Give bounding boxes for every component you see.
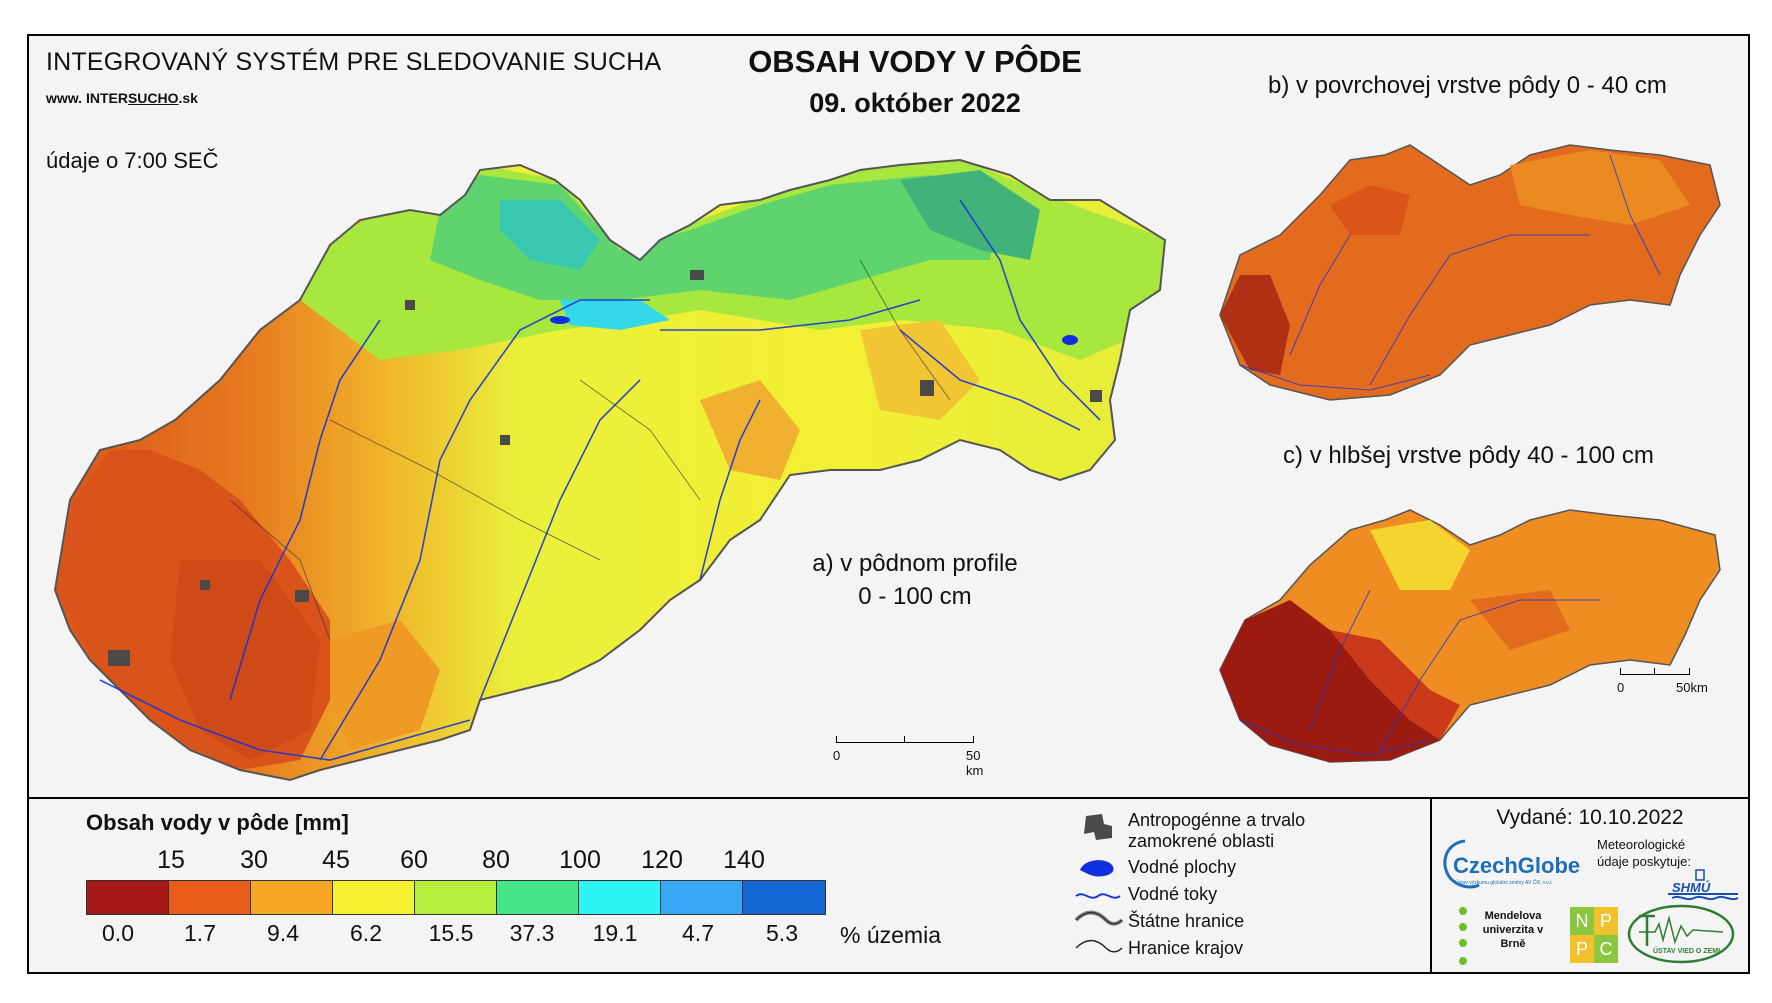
legend-bin-5 bbox=[497, 881, 579, 914]
pct-bin-0: 0.0 bbox=[102, 920, 134, 946]
map-date: 09. október 2022 bbox=[809, 88, 1021, 118]
czechglobe-subtitle: Ústav výzkumu globální změny AV ČR, v.v.… bbox=[1455, 880, 1553, 886]
nppc-letter-p2: P bbox=[1570, 935, 1594, 963]
url-sucho: SUCHO bbox=[127, 90, 179, 106]
legend-bin-1 bbox=[169, 881, 251, 914]
threshold-45: 45 bbox=[322, 846, 350, 874]
scale-main-end: 50 km bbox=[966, 748, 984, 778]
anthropogenic-area-icon bbox=[1084, 814, 1112, 840]
legend-bin-7 bbox=[661, 881, 743, 914]
region-border-icon bbox=[1075, 939, 1123, 953]
pct-bin-7: 4.7 bbox=[682, 920, 714, 946]
legend-bin-8 bbox=[743, 881, 825, 914]
legend-color-bins bbox=[86, 880, 826, 915]
uvz-logo: ÚSTAV VIED O ZEMI bbox=[1625, 902, 1737, 968]
pct-bin-8: 5.3 bbox=[766, 920, 798, 946]
scale-small-start: 0 bbox=[1617, 680, 1625, 695]
mendel-logo: Mendelova univerzita v Brně bbox=[1453, 905, 1563, 969]
pct-bin-5: 37.3 bbox=[509, 920, 555, 946]
legend-bin-2 bbox=[251, 881, 333, 914]
map-c-label: c) v hlbšej vrstve pôdy 40 - 100 cm bbox=[1283, 442, 1654, 469]
url-inter: INTER bbox=[85, 90, 128, 106]
legend-streams-label: Vodné toky bbox=[1128, 884, 1218, 904]
system-title: INTEGROVANÝ SYSTÉM PRE SLEDOVANIE SUCHA bbox=[46, 48, 662, 76]
time-note: údaje o 7:00 SEČ bbox=[46, 148, 219, 173]
legend-region-border-label: Hranice krajov bbox=[1128, 938, 1244, 958]
threshold-30: 30 bbox=[240, 846, 268, 874]
threshold-100: 100 bbox=[559, 846, 601, 874]
nppc-letter-n: N bbox=[1570, 907, 1594, 935]
czechglobe-name: CzechGlobe bbox=[1453, 853, 1581, 878]
symbols-legend-icons bbox=[1074, 814, 1124, 953]
pct-bin-6: 19.1 bbox=[592, 920, 638, 946]
small-map-c-40-100cm bbox=[1219, 509, 1721, 763]
legend-state-border-label: Štátne hranice bbox=[1128, 911, 1245, 931]
pct-bin-4: 15.5 bbox=[428, 920, 474, 946]
percent-unit: % územia bbox=[840, 922, 941, 948]
legend-title: Obsah vody v pôde [mm] bbox=[86, 810, 349, 835]
threshold-120: 120 bbox=[641, 846, 683, 874]
pct-bin-2: 9.4 bbox=[267, 920, 299, 946]
state-border-icon bbox=[1074, 910, 1124, 926]
legend-water-bodies-label: Vodné plochy bbox=[1128, 857, 1237, 877]
legend-anthropogenic-label: Antropogénne a trvalo zamokrené oblasti bbox=[1128, 810, 1306, 851]
issued-date: Vydané: 10.10.2022 bbox=[1496, 806, 1684, 829]
nppc-letter-p1: P bbox=[1594, 907, 1618, 935]
legend-bin-6 bbox=[579, 881, 661, 914]
threshold-15: 15 bbox=[157, 846, 185, 874]
url-suffix: .sk bbox=[178, 90, 198, 106]
map-a-label: a) v pôdnom profile 0 - 100 cm bbox=[785, 547, 1045, 613]
legend-bin-4 bbox=[415, 881, 497, 914]
scale-small-end: 50km bbox=[1676, 680, 1708, 695]
map-a-label-line2: 0 - 100 cm bbox=[858, 583, 972, 610]
water-body-icon bbox=[1080, 860, 1114, 877]
nppc-logo: N P P C bbox=[1570, 907, 1618, 963]
url-prefix: www. bbox=[46, 90, 86, 106]
legend-bin-3 bbox=[333, 881, 415, 914]
legend-divider bbox=[27, 797, 1750, 799]
uvz-name: ÚSTAV VIED O ZEMI bbox=[1653, 948, 1721, 955]
threshold-80: 80 bbox=[482, 846, 510, 874]
scale-main-start: 0 bbox=[833, 748, 841, 763]
stream-icon bbox=[1075, 893, 1121, 899]
legend-bin-0 bbox=[87, 881, 169, 914]
meteo-note: Meteorologické údaje poskytuje: bbox=[1597, 837, 1691, 869]
mendel-name: Mendelova univerzita v Brně bbox=[1482, 910, 1544, 950]
nppc-letter-c: C bbox=[1594, 935, 1618, 963]
small-map-b-0-40cm bbox=[1219, 144, 1721, 401]
threshold-140: 140 bbox=[723, 846, 765, 874]
main-title: OBSAH VODY V PÔDE bbox=[748, 44, 1082, 79]
map-b-label: b) v povrchovej vrstve pôdy 0 - 40 cm bbox=[1268, 72, 1667, 99]
pct-bin-3: 6.2 bbox=[350, 920, 382, 946]
shmu-logo: SHMÚ bbox=[1664, 868, 1742, 908]
czechglobe-logo: CzechGlobe Ústav výzkumu globální změny … bbox=[1435, 835, 1595, 893]
map-a-label-line1: a) v pôdnom profile bbox=[812, 550, 1018, 577]
footer-divider bbox=[1430, 797, 1432, 974]
website-link[interactable]: www. INTERSUCHO.sk bbox=[46, 90, 198, 106]
shmu-name: SHMÚ bbox=[1672, 880, 1711, 895]
threshold-60: 60 bbox=[400, 846, 428, 874]
pct-bin-1: 1.7 bbox=[184, 920, 216, 946]
